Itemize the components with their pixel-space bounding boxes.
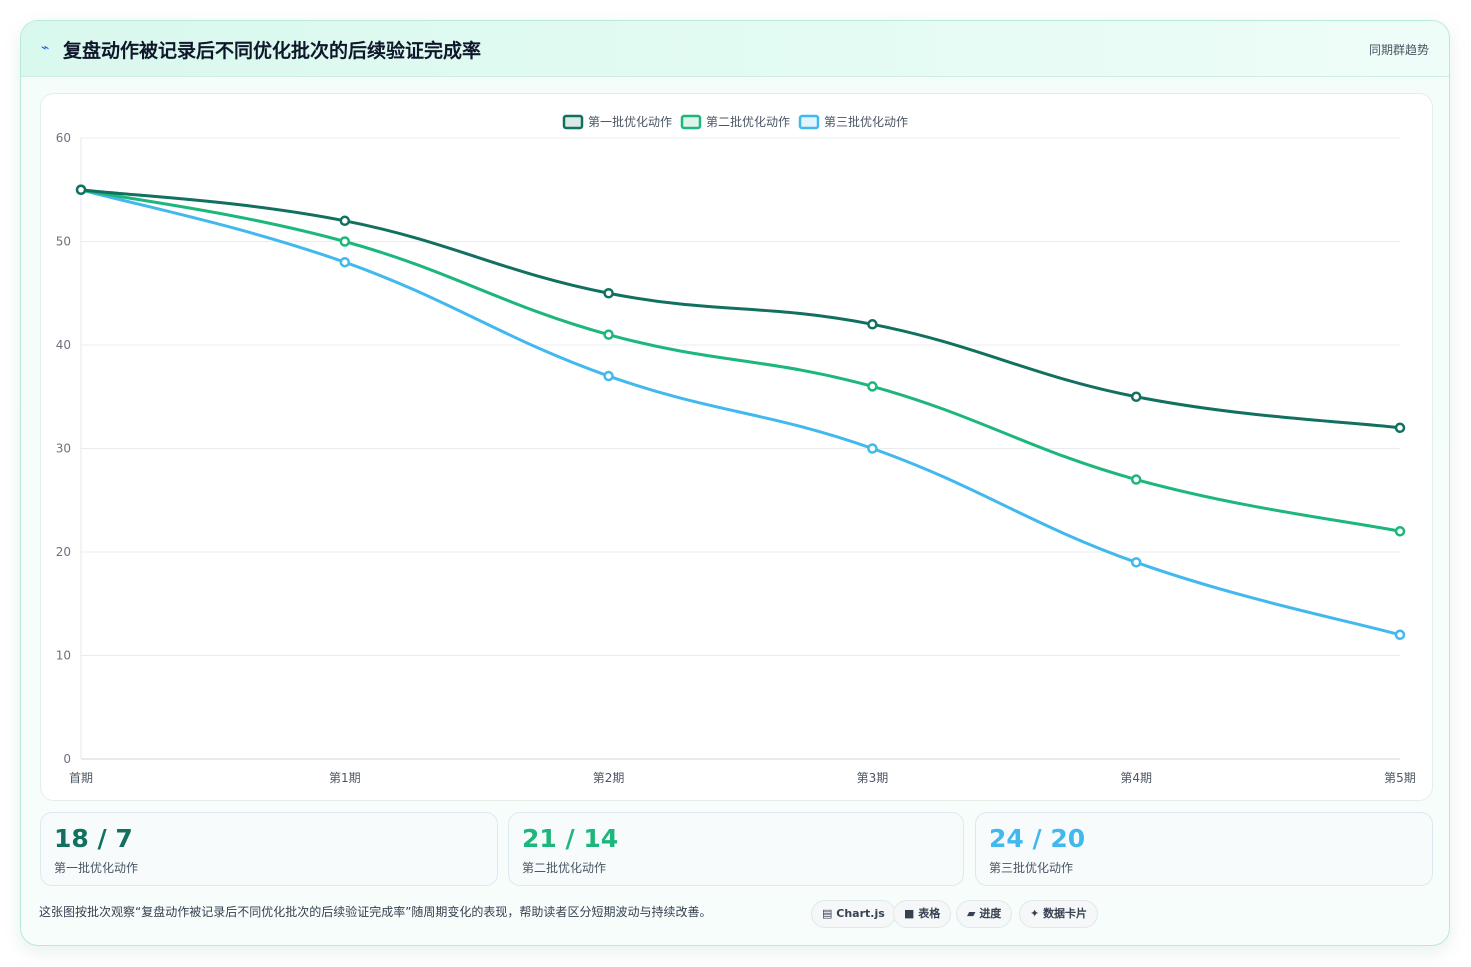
- y-tick-label: 60: [56, 131, 71, 145]
- x-tick-label: 第3期: [857, 771, 889, 785]
- data-point: [603, 329, 614, 340]
- bolt-icon: ⌁: [41, 40, 50, 56]
- chart-panel: 0 10 20 30 40 50 60 首期 第1期 第2期 第3期 第4期 第5期 第一批优化动作 第二批…: [40, 93, 1433, 801]
- footer-note: 这张图按批次观察“复盘动作被记录后不同优化批次的后续验证完成率”随周期变化的表现…: [39, 905, 712, 919]
- data-point: [1394, 422, 1406, 434]
- data-point: [339, 215, 351, 227]
- data-point: [1394, 526, 1406, 537]
- x-tick-label: 第4期: [1120, 771, 1152, 785]
- line-chart: 0 10 20 30 40 50 60 首期 第1期 第2期 第3期 第4期 第5期 第一批优化动作 第二批…: [56, 114, 1416, 785]
- data-point: [1130, 474, 1142, 485]
- x-tick-label: 首期: [69, 771, 93, 785]
- stat-value-2: 21 / 14: [522, 824, 619, 853]
- data-point: [339, 256, 351, 268]
- series-line: [79, 188, 1402, 637]
- tag-progress[interactable]: ▰ 进度: [956, 900, 1013, 928]
- stat-value-3: 24 / 20: [989, 824, 1086, 853]
- progress-icon: ▰: [967, 907, 976, 920]
- legend-label: 第二批优化动作: [706, 114, 790, 129]
- data-point: [339, 236, 351, 247]
- stat-label-3: 第三批优化动作: [989, 861, 1074, 875]
- data-point: [603, 288, 614, 299]
- legend-swatch: [798, 114, 820, 130]
- y-tick-label: 30: [56, 442, 71, 456]
- data-point: [867, 443, 878, 454]
- legend-swatch: [562, 114, 584, 130]
- stat-label-2: 第二批优化动作: [522, 861, 607, 875]
- stat-card-2: 21 / 14 第二批优化动作: [508, 812, 964, 886]
- series-line: [79, 188, 1402, 430]
- tag-label: 进度: [979, 907, 1002, 920]
- legend-label: 第三批优化动作: [824, 114, 908, 129]
- stat-card-1: 18 / 7 第一批优化动作: [40, 812, 498, 886]
- tag-label: 表格: [918, 907, 941, 920]
- legend-swatch: [680, 114, 702, 130]
- y-tick-label: 10: [56, 649, 71, 663]
- legend-label: 第一批优化动作: [588, 114, 672, 129]
- data-point: [75, 184, 87, 195]
- data-point: [1394, 629, 1406, 641]
- data-point: [603, 370, 614, 382]
- sparkle-icon: ✦: [1030, 907, 1040, 920]
- stat-card-3: 24 / 20 第三批优化动作: [975, 812, 1433, 886]
- stat-value-1: 18 / 7: [54, 824, 133, 853]
- card-header: ⌁ 复盘动作被记录后不同优化批次的后续验证完成率 同期群趋势: [21, 21, 1449, 77]
- chart-card: ⌁ 复盘动作被记录后不同优化批次的后续验证完成率 同期群趋势 0 10 20 30 40…: [20, 20, 1450, 946]
- tag-chartjs[interactable]: ▤ Chart.js: [811, 900, 896, 928]
- y-tick-label: 20: [56, 545, 71, 559]
- tag-label: 数据卡片: [1043, 907, 1088, 920]
- x-tick-label: 第1期: [329, 771, 361, 785]
- x-tick-label: 第5期: [1384, 771, 1416, 785]
- trend-label: 同期群趋势: [1368, 43, 1429, 57]
- y-tick-label: 0: [63, 752, 71, 766]
- data-point: [867, 319, 878, 330]
- tag-table[interactable]: ■ 表格: [893, 900, 952, 928]
- data-point: [1130, 557, 1142, 568]
- series-line: [79, 188, 1402, 533]
- table-icon: ■: [904, 907, 915, 920]
- y-tick-label: 50: [56, 235, 71, 249]
- tag-data-card[interactable]: ✦ 数据卡片: [1019, 900, 1099, 928]
- stat-label-1: 第一批优化动作: [54, 861, 139, 875]
- x-tick-label: 第2期: [593, 771, 625, 785]
- data-point: [867, 381, 878, 392]
- card-title: 复盘动作被记录后不同优化批次的后续验证完成率: [63, 40, 482, 62]
- data-point: [1130, 391, 1142, 402]
- chart-icon: ▤: [822, 907, 833, 920]
- y-tick-label: 40: [56, 338, 71, 352]
- tag-label: Chart.js: [836, 907, 885, 920]
